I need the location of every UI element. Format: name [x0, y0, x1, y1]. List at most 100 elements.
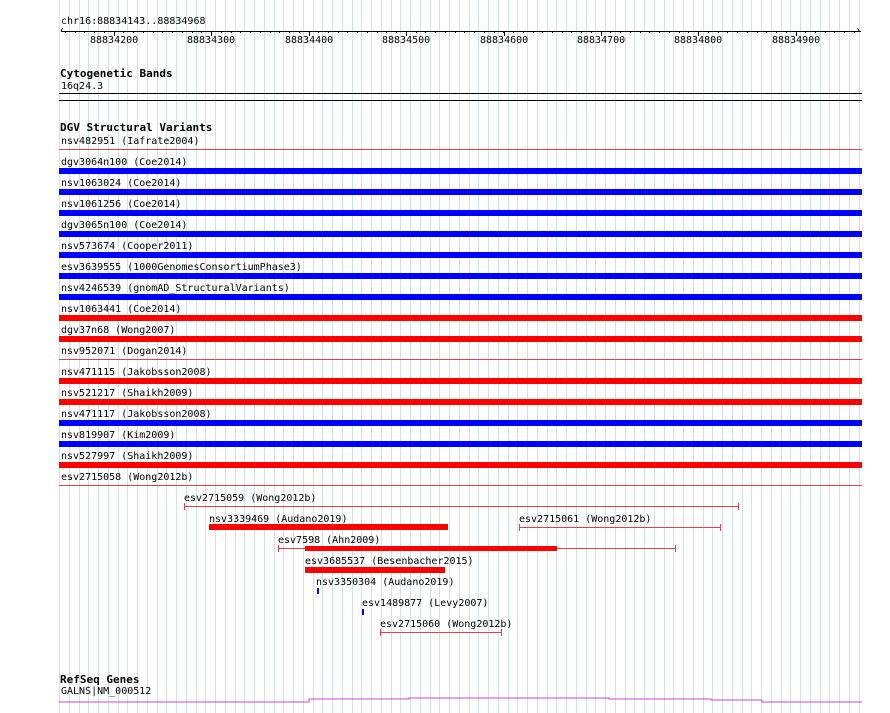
ruler-tick-label: 88834500 [382, 35, 431, 46]
grid-line [751, 0, 752, 713]
feature-esv7598[interactable] [305, 546, 557, 551]
feature-end-tick [380, 629, 381, 636]
feature-bar[interactable] [59, 485, 862, 486]
ruler-minor-tick [347, 31, 348, 33]
track-divider [59, 100, 862, 101]
feature-esv2715059[interactable] [184, 506, 739, 507]
ruler-minor-tick [727, 31, 728, 33]
grid-line [634, 0, 635, 713]
ruler-minor-tick [192, 31, 193, 33]
ruler-minor-tick [396, 31, 397, 33]
feature-bar[interactable] [59, 420, 862, 426]
grid-line [508, 0, 509, 713]
gene-model-galns[interactable] [59, 694, 862, 704]
feature-label: nsv4246539 (gnomAD_StructuralVariants) [61, 283, 290, 294]
feature-bar[interactable] [59, 315, 862, 321]
ruler-minor-tick [123, 31, 124, 33]
feature-label: esv2715058 (Wong2012b) [61, 472, 194, 483]
ruler-minor-tick [474, 31, 475, 33]
feature-bar[interactable] [59, 210, 862, 216]
feature-label: nsv471117 (Jakobsson2008) [61, 409, 212, 420]
feature-label: nsv3350304 (Audano2019) [316, 577, 455, 588]
ruler-minor-tick [133, 31, 134, 33]
feature-nsv3339469[interactable] [209, 524, 448, 530]
grid-line [703, 0, 704, 713]
ruler-minor-tick [143, 31, 144, 33]
grid-line [547, 0, 548, 713]
ruler-minor-tick [688, 31, 689, 33]
grid-line [488, 0, 489, 713]
grid-line [205, 0, 206, 713]
feature-bar[interactable] [59, 336, 862, 342]
ruler-tick [601, 31, 602, 36]
cyto-track-title: Cytogenetic Bands [60, 67, 173, 80]
grid-line [352, 0, 353, 713]
feature-esv3685537[interactable] [305, 567, 445, 573]
feature-nsv3350304[interactable] [317, 588, 319, 594]
grid-line [566, 0, 567, 713]
ruler-minor-tick [796, 31, 797, 33]
grid-line [576, 0, 577, 713]
ruler-tick [504, 31, 505, 36]
grid-line [449, 0, 450, 713]
grid-line [371, 0, 372, 713]
ruler-minor-tick [669, 31, 670, 33]
feature-bar[interactable] [59, 231, 862, 237]
feature-bar[interactable] [59, 441, 862, 447]
cyto-band[interactable] [59, 93, 862, 94]
feature-bar[interactable] [59, 273, 862, 279]
feature-esv2715061[interactable] [519, 527, 721, 528]
feature-bar[interactable] [59, 168, 862, 174]
grid-line [196, 0, 197, 713]
grid-line [264, 0, 265, 713]
feature-label: nsv1063024 (Coe2014) [61, 178, 182, 189]
ruler-minor-tick [250, 31, 251, 33]
grid-line [771, 0, 772, 713]
grid-line [293, 0, 294, 713]
ruler-minor-tick [533, 31, 534, 33]
grid-line [69, 0, 70, 713]
feature-bar[interactable] [59, 252, 862, 258]
ruler-tick [796, 31, 797, 36]
feature-label: nsv471115 (Jakobsson2008) [61, 367, 212, 378]
ruler-tick-label: 88834900 [772, 35, 821, 46]
grid-line [274, 0, 275, 713]
feature-bar[interactable] [59, 378, 862, 384]
ruler-tick-label: 88834700 [577, 35, 626, 46]
feature-bar[interactable] [59, 149, 862, 150]
ruler-left-arrow-icon: ‹ [59, 25, 66, 36]
feature-label: dgv3064n100 (Coe2014) [61, 157, 188, 168]
ruler-minor-tick [162, 31, 163, 33]
grid-line [283, 0, 284, 713]
ruler-minor-tick [640, 31, 641, 33]
feature-bar[interactable] [59, 294, 862, 300]
ruler-minor-tick [445, 31, 446, 33]
ruler-minor-tick [737, 31, 738, 33]
grid-line [664, 0, 665, 713]
grid-line [595, 0, 596, 713]
ruler-minor-tick [201, 31, 202, 33]
grid-line [683, 0, 684, 713]
feature-label: esv7598 (Ahn2009) [278, 535, 381, 546]
ruler-minor-tick [854, 31, 855, 33]
feature-bar[interactable] [59, 189, 862, 195]
ruler-minor-tick [104, 31, 105, 33]
ruler-minor-tick [357, 31, 358, 33]
grid-line [342, 0, 343, 713]
dgv-track-title: DGV Structural Variants [60, 121, 213, 134]
ruler-tick-label: 88834300 [187, 35, 236, 46]
feature-bar[interactable] [59, 399, 862, 405]
ruler-minor-tick [289, 31, 290, 33]
ruler-minor-tick [649, 31, 650, 33]
feature-bar[interactable] [59, 359, 862, 360]
feature-esv1489877[interactable] [362, 609, 364, 615]
grid-line [157, 0, 158, 713]
feature-label: esv2715060 (Wong2012b) [380, 619, 513, 630]
ruler-minor-tick [630, 31, 631, 33]
feature-label: nsv3339469 (Audano2019) [209, 514, 348, 525]
ruler-minor-tick [591, 31, 592, 33]
cyto-band-label: 16q24.3 [61, 81, 104, 92]
feature-bar[interactable] [59, 462, 862, 468]
grid-line [537, 0, 538, 713]
feature-esv2715060[interactable] [380, 632, 502, 633]
